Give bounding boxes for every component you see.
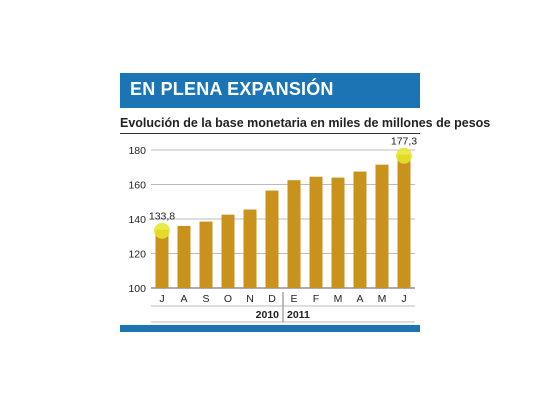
- chart-title: EN PLENA EXPANSIÓN: [130, 79, 334, 99]
- year-label: 2010: [256, 309, 280, 321]
- x-tick-label: O: [224, 293, 232, 305]
- bottom-bar: [120, 325, 420, 332]
- bar: [199, 221, 213, 288]
- bar: [309, 176, 323, 288]
- bar: [155, 229, 169, 288]
- x-tick-label: S: [202, 293, 209, 305]
- bar: [177, 225, 191, 288]
- bar: [331, 177, 345, 288]
- x-tick-label: M: [334, 293, 343, 305]
- x-tick-label: F: [313, 293, 319, 305]
- x-tick-label: D: [268, 293, 276, 305]
- subtitle-rule: [120, 133, 420, 134]
- x-tick-label: A: [356, 293, 363, 305]
- year-label: 2011: [287, 309, 310, 321]
- x-tick-label: E: [290, 293, 297, 305]
- bar: [287, 180, 301, 288]
- highlight-marker: [154, 222, 170, 239]
- bar: [397, 154, 411, 288]
- y-tick-label: 100: [128, 283, 146, 295]
- highlight-marker: [396, 147, 412, 164]
- x-tick-label: A: [180, 293, 187, 305]
- x-tick-label: M: [378, 293, 387, 305]
- bar: [353, 171, 367, 288]
- y-tick-label: 160: [128, 180, 146, 192]
- x-tick-label: J: [401, 293, 406, 305]
- y-tick-label: 140: [128, 214, 146, 226]
- data-label: 177,3: [391, 136, 417, 148]
- x-tick-label: N: [246, 293, 254, 305]
- x-tick-label: J: [159, 293, 164, 305]
- header-bar: [120, 73, 420, 108]
- bar: [243, 209, 257, 288]
- data-label: 133,8: [149, 211, 175, 223]
- bar: [265, 190, 279, 288]
- bar: [221, 214, 235, 288]
- y-tick-label: 120: [128, 249, 146, 261]
- chart-subtitle: Evolución de la base monetaria en miles …: [120, 116, 491, 130]
- bar: [375, 164, 389, 288]
- y-tick-label: 180: [128, 145, 146, 157]
